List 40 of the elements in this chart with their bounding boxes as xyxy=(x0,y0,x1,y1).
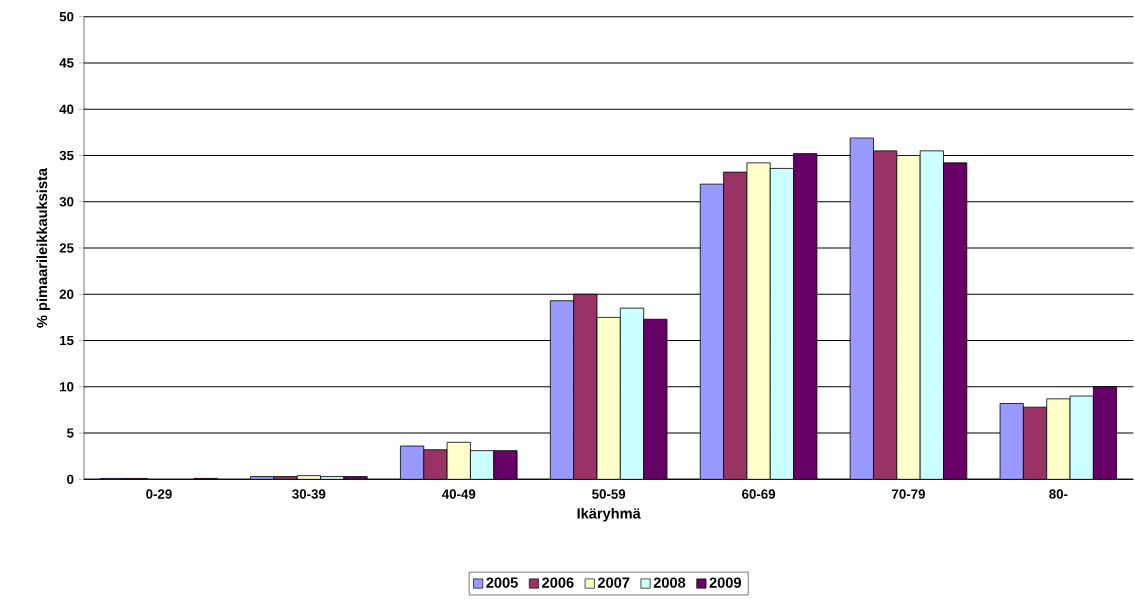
x-tick-label: 70-79 xyxy=(892,489,925,499)
bar xyxy=(723,171,748,480)
y-tick-label: 35 xyxy=(59,150,74,161)
legend-label: 2006 xyxy=(542,577,574,588)
x-tick-label: 80- xyxy=(1049,489,1068,499)
x-tick-label: 60-69 xyxy=(742,489,776,499)
bar xyxy=(619,307,645,480)
y-tick-label: 0 xyxy=(67,474,74,485)
bar xyxy=(1092,386,1118,480)
y-tick-label: 40 xyxy=(59,104,74,114)
bar xyxy=(769,168,794,480)
x-tick-label: 40-49 xyxy=(441,489,476,499)
y-axis-title: % pimaarileikkauksista xyxy=(36,167,51,328)
x-axis-title: Ikäryhmä xyxy=(577,507,641,522)
bar xyxy=(493,450,518,480)
x-tick-label: 0-29 xyxy=(146,489,172,499)
y-tick-label: 10 xyxy=(60,382,74,392)
bar xyxy=(423,449,448,480)
bar xyxy=(919,150,944,480)
legend-label: 2009 xyxy=(709,577,741,588)
y-tick-label: 20 xyxy=(59,289,74,299)
y-tick-label: 5 xyxy=(67,428,74,438)
bar xyxy=(793,153,818,480)
y-tick-label: 15 xyxy=(60,335,74,346)
y-tick-label: 45 xyxy=(59,58,74,68)
bar xyxy=(873,150,898,480)
legend-label: 2007 xyxy=(597,577,630,588)
bar xyxy=(643,318,668,480)
y-tick-label: 50 xyxy=(59,11,74,22)
bar xyxy=(943,162,968,480)
bar xyxy=(470,450,495,480)
legend-label: 2005 xyxy=(486,577,518,588)
bar xyxy=(573,293,598,480)
x-tick-label: 30-39 xyxy=(292,489,326,499)
bar xyxy=(1022,406,1048,480)
legend-label: 2008 xyxy=(653,577,686,588)
y-tick-label: 25 xyxy=(59,243,74,253)
y-tick-label: 30 xyxy=(59,197,74,207)
bar xyxy=(1069,395,1094,480)
x-tick-label: 50-59 xyxy=(592,489,626,499)
